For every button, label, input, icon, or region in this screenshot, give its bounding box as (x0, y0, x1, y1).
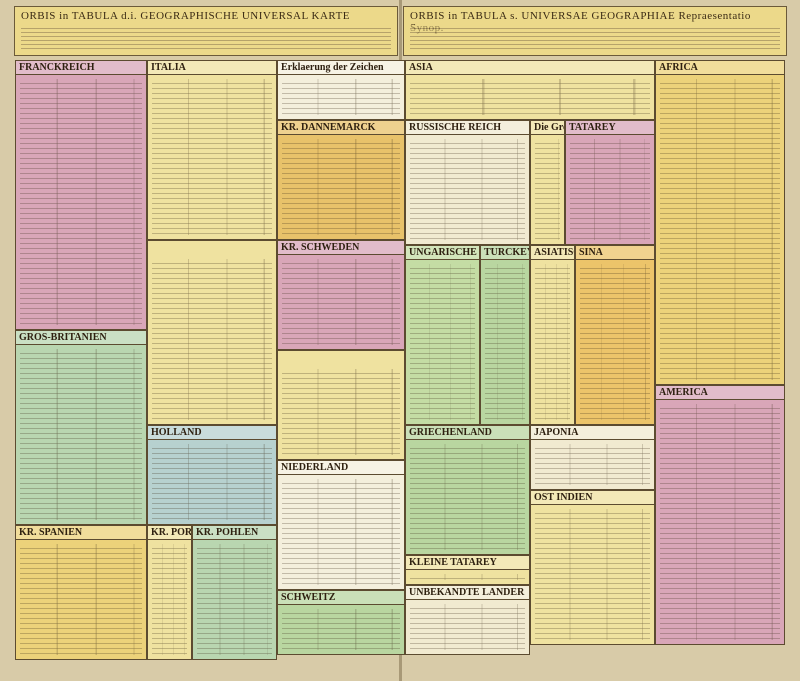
filler-panel (277, 350, 405, 460)
region-title: KR. PORTUGAL (148, 526, 191, 540)
region-block: UNGARISCHE LANDER (405, 245, 480, 425)
region-title: SCHWEITZ (278, 591, 404, 605)
region-title: Die Grosse Mogul (531, 121, 564, 135)
region-title: TATAREY (566, 121, 654, 135)
region-title: KR. DANNEMARCK (278, 121, 404, 135)
region-title: KLEINE TATAREY (406, 556, 529, 570)
region-title: JAPONIA (531, 426, 654, 440)
region-block: JAPONIA (530, 425, 655, 490)
region-title: HOLLAND (148, 426, 276, 440)
region-title: ITALIA (148, 61, 276, 75)
region-block: FRANCKREICH (15, 60, 147, 330)
region-title: TURCKEY (481, 246, 529, 260)
region-block: KR. PORTUGAL (147, 525, 192, 660)
region-title: ASIATISCHE TURCKEY (531, 246, 574, 260)
region-block: SINA (575, 245, 655, 425)
region-title: GROS-BRITANIEN (16, 331, 146, 345)
left-title: ORBIS in TABULA d.i. GEOGRAPHISCHE UNIVE… (14, 6, 398, 56)
region-title: AFRICA (656, 61, 784, 75)
region-block: TURCKEY (480, 245, 530, 425)
region-block: RUSSISCHE REICH (405, 120, 530, 245)
region-block: AMERICA (655, 385, 785, 645)
region-block: OST INDIEN (530, 490, 655, 645)
right-title: ORBIS in TABULA s. UNIVERSAE GEOGRAPHIAE… (403, 6, 787, 56)
region-block: TATAREY (565, 120, 655, 245)
region-title: FRANCKREICH (16, 61, 146, 75)
region-block: GROS-BRITANIEN (15, 330, 147, 525)
region-title: UNBEKANDTE LANDER (406, 586, 529, 600)
region-block: GRIECHENLAND (405, 425, 530, 555)
region-block: ITALIA (147, 60, 277, 240)
filler-panel (147, 240, 277, 425)
region-block: Die Grosse Mogul (530, 120, 565, 245)
region-title: NIEDERLAND (278, 461, 404, 475)
region-block: NIEDERLAND (277, 460, 405, 590)
region-block: KR. DANNEMARCK (277, 120, 405, 240)
region-title: AMERICA (656, 386, 784, 400)
region-block: Erklaerung der Zeichen (277, 60, 405, 120)
region-block: AFRICA (655, 60, 785, 385)
region-title: RUSSISCHE REICH (406, 121, 529, 135)
region-block: ASIA (405, 60, 655, 120)
region-block: ASIATISCHE TURCKEY (530, 245, 575, 425)
region-title: GRIECHENLAND (406, 426, 529, 440)
region-title: KR. SCHWEDEN (278, 241, 404, 255)
region-title: SINA (576, 246, 654, 260)
region-title: KR. SPANIEN (16, 526, 146, 540)
region-title: KR. POHLEN (193, 526, 276, 540)
region-title: ASIA (406, 61, 654, 75)
region-block: SCHWEITZ (277, 590, 405, 655)
region-block: KLEINE TATAREY (405, 555, 530, 585)
region-title: OST INDIEN (531, 491, 654, 505)
region-block: HOLLAND (147, 425, 277, 525)
region-title: Erklaerung der Zeichen (278, 61, 404, 75)
region-block: KR. SCHWEDEN (277, 240, 405, 350)
region-block: KR. SPANIEN (15, 525, 147, 660)
region-title: UNGARISCHE LANDER (406, 246, 479, 260)
region-block: UNBEKANDTE LANDER (405, 585, 530, 655)
region-block: KR. POHLEN (192, 525, 277, 660)
